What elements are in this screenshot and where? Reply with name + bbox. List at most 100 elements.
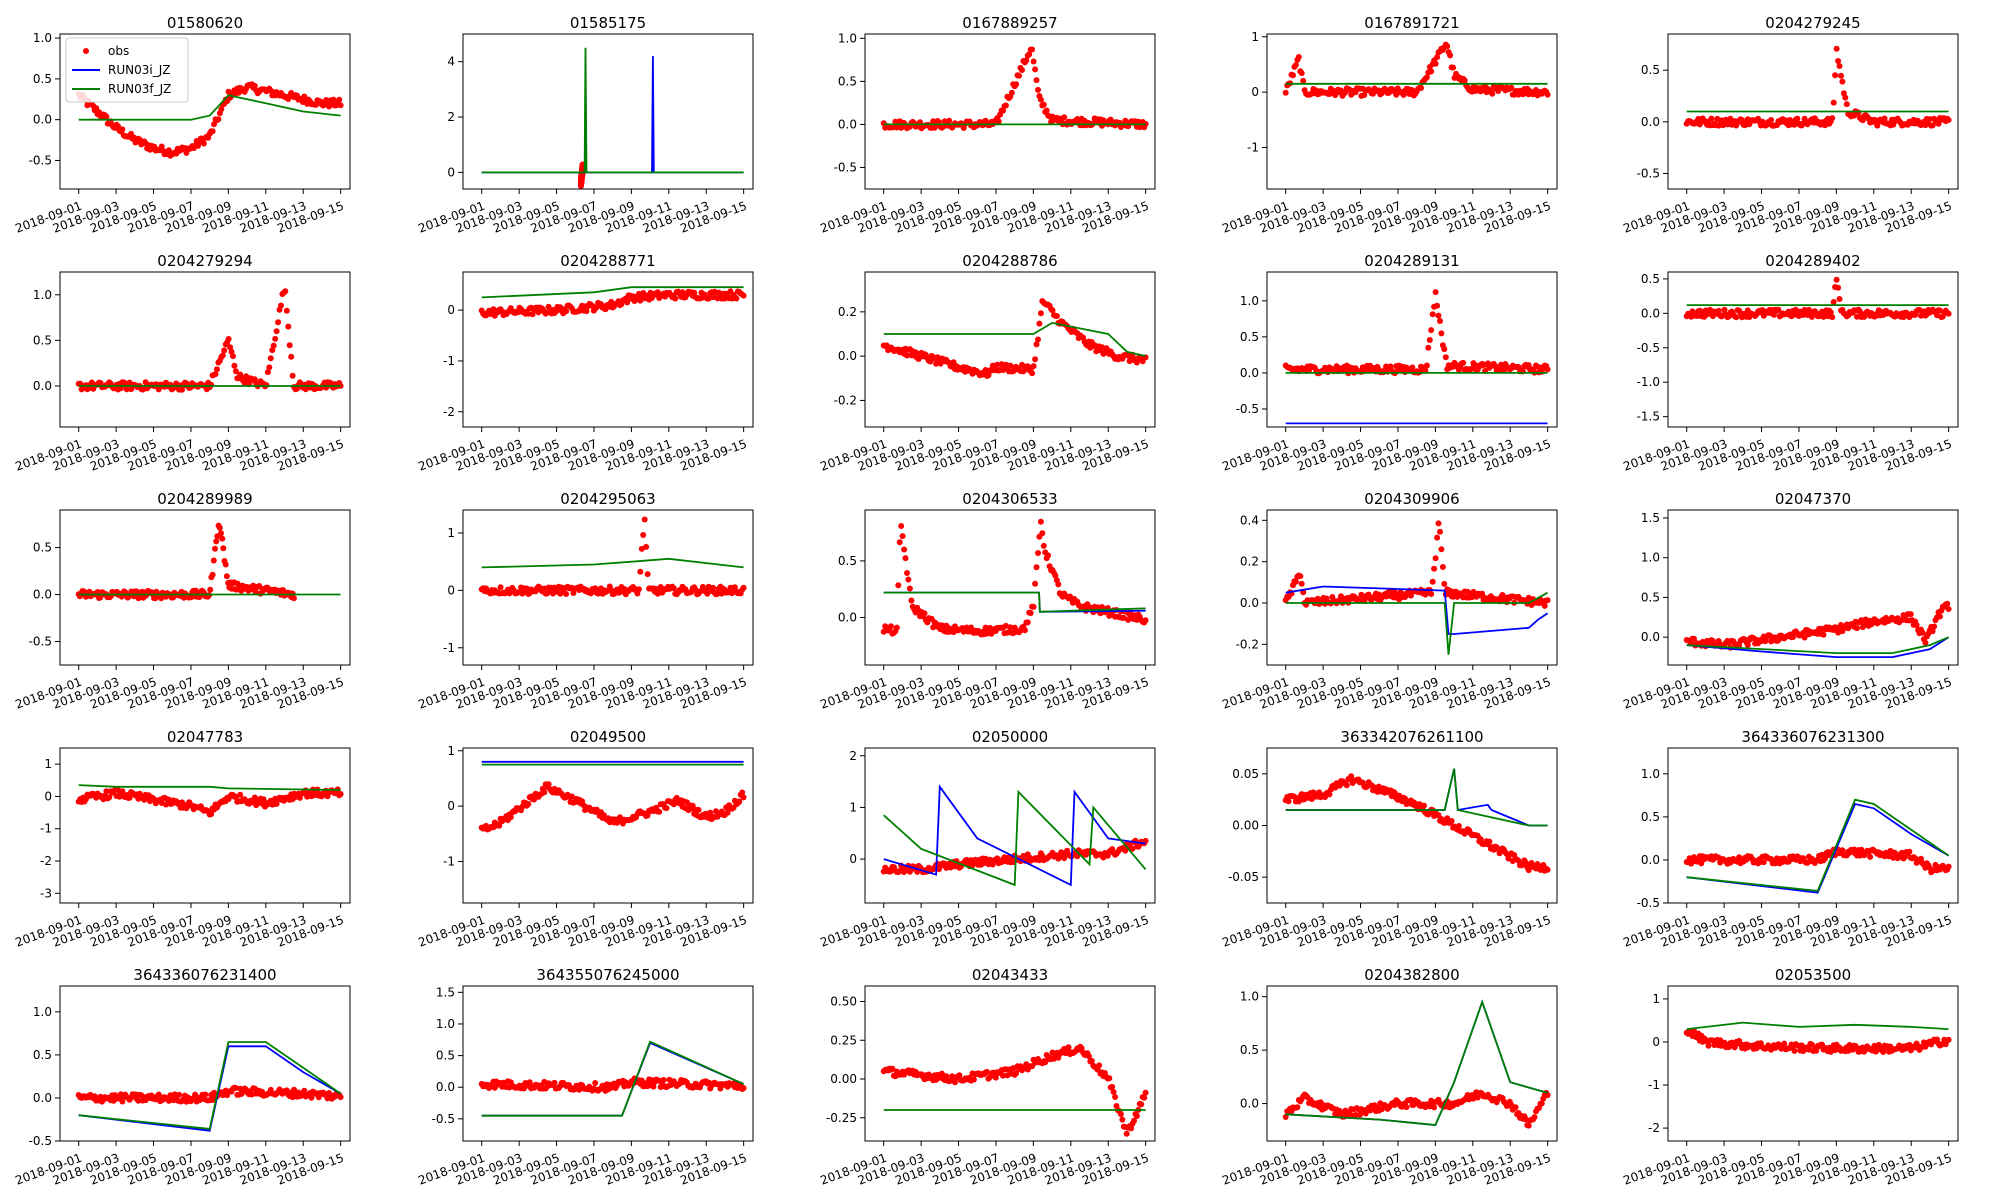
- obs-point: [638, 1077, 645, 1084]
- obs-point: [269, 347, 276, 354]
- obs-point: [1292, 578, 1299, 585]
- y-tick-label: 0.2: [838, 305, 857, 319]
- subplot-0204306533: 02043065330.50.02018-09-012018-09-032018…: [818, 490, 1156, 712]
- obs-point: [1926, 116, 1933, 123]
- obs-point: [1931, 623, 1938, 630]
- obs-point: [740, 292, 747, 299]
- obs-point: [208, 811, 215, 818]
- plot-area: [75, 522, 341, 602]
- obs-point: [273, 800, 280, 807]
- y-tick-label: -0.05: [1228, 870, 1259, 884]
- obs-point: [906, 585, 913, 592]
- obs-point: [1836, 63, 1843, 69]
- obs-point: [507, 814, 514, 821]
- obs-point: [1525, 867, 1532, 874]
- obs-point: [266, 364, 273, 371]
- obs-point: [1030, 58, 1037, 65]
- axes-frame: [864, 509, 1156, 666]
- axes-frame: [1667, 509, 1959, 666]
- obs-point: [1835, 58, 1842, 64]
- y-tick-label: 0: [447, 799, 455, 813]
- axes-frame: [462, 509, 754, 666]
- obs-point: [225, 336, 232, 342]
- obs-point: [1733, 314, 1740, 321]
- obs-point: [1423, 362, 1430, 369]
- y-tick-label: 0.50: [830, 995, 857, 1009]
- obs-point: [563, 591, 570, 597]
- obs-point: [1709, 638, 1716, 644]
- obs-point: [985, 372, 992, 379]
- subplot-title: 364336076231300: [1741, 728, 1884, 746]
- y-tick-label: 0.5: [838, 554, 857, 568]
- obs-point: [1432, 60, 1439, 67]
- obs-point: [889, 1065, 896, 1072]
- plot-area: [880, 298, 1149, 379]
- y-tick-label: 0.0: [838, 349, 857, 363]
- obs-point: [644, 571, 651, 578]
- subplot-title: 0204288771: [560, 252, 655, 270]
- y-tick-label: 1.0: [1641, 767, 1660, 781]
- obs-point: [126, 794, 133, 801]
- obs-point: [1425, 344, 1432, 351]
- y-tick-label: 0.5: [1240, 330, 1259, 344]
- obs-point: [1437, 528, 1443, 535]
- obs-point: [1708, 115, 1715, 122]
- subplot-title: 0204289402: [1765, 252, 1860, 270]
- obs-point: [132, 1091, 139, 1098]
- obs-point: [1026, 51, 1033, 58]
- obs-point: [1290, 72, 1296, 79]
- obs-point: [1434, 54, 1441, 61]
- obs-point: [1285, 798, 1292, 805]
- obs-point: [902, 555, 909, 562]
- obs-point: [1881, 115, 1888, 122]
- obs-point: [1442, 354, 1449, 361]
- obs-point: [921, 610, 928, 617]
- y-tick-label: 1: [447, 526, 455, 540]
- obs-point: [1437, 318, 1443, 324]
- obs-point: [219, 352, 226, 359]
- obs-point: [1016, 72, 1022, 79]
- axes-frame: [864, 271, 1156, 428]
- plot-area: [75, 784, 344, 818]
- obs-point: [637, 297, 644, 304]
- obs-point: [1832, 72, 1839, 79]
- plot-area: [880, 46, 1149, 132]
- obs-point: [214, 366, 220, 373]
- obs-point: [673, 794, 680, 801]
- obs-point: [896, 539, 903, 546]
- obs-point: [1775, 637, 1782, 644]
- obs-point: [526, 1079, 533, 1086]
- obs-point: [984, 1068, 990, 1075]
- obs-point: [1855, 109, 1862, 116]
- obs-point: [251, 82, 258, 89]
- series-run_i: [1686, 636, 1950, 658]
- obs-point: [1037, 518, 1044, 525]
- plot-area: [1683, 276, 1952, 321]
- subplot-364336076231400: 3643360762314001.00.50.0-0.52018-09-0120…: [13, 966, 351, 1188]
- obs-point: [1429, 311, 1436, 318]
- obs-point: [1721, 306, 1728, 313]
- series-run_f: [481, 47, 744, 174]
- obs-point: [237, 791, 244, 798]
- y-tick-label: -1: [1247, 140, 1259, 154]
- obs-point: [637, 568, 644, 575]
- axes-frame: [462, 747, 754, 904]
- obs-point: [1431, 1104, 1438, 1111]
- obs-point: [1033, 564, 1040, 571]
- subplot-title: 0204309906: [1364, 490, 1459, 508]
- obs-point: [724, 809, 731, 816]
- y-tick-label: 0.0: [33, 113, 52, 127]
- subplot-title: 0204288786: [962, 252, 1057, 270]
- obs-point: [1030, 603, 1037, 610]
- legend-label-obs: obs: [108, 44, 129, 58]
- subplot-title: 02047783: [167, 728, 243, 746]
- axes-frame: [59, 747, 351, 904]
- series-run_f: [481, 1040, 744, 1117]
- obs-point: [1691, 635, 1697, 642]
- obs-point: [200, 140, 207, 147]
- obs-point: [740, 1085, 747, 1092]
- series-obs: [75, 288, 344, 393]
- obs-point: [230, 353, 236, 360]
- obs-point: [103, 113, 110, 120]
- obs-point: [1479, 590, 1486, 597]
